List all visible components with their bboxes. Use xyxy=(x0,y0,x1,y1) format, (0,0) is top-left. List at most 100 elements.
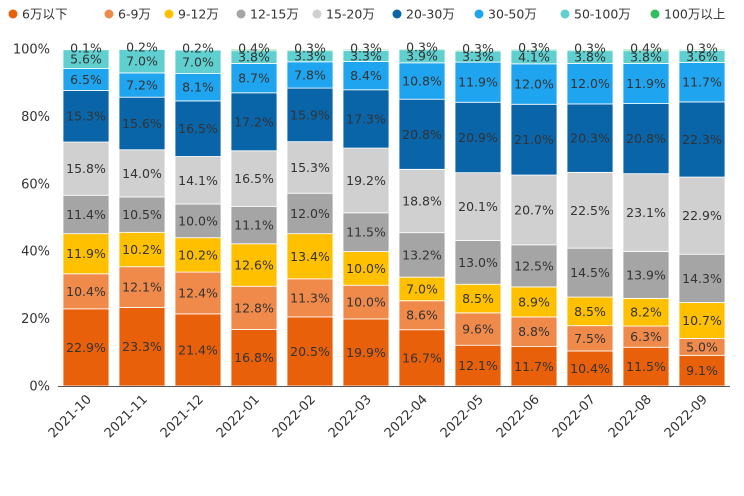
bar-segment-11-5 xyxy=(678,101,726,178)
bar-segment-2-1 xyxy=(174,271,222,315)
bar-segment-11-2 xyxy=(678,302,726,339)
data-label-5-6: 8.4% xyxy=(350,68,382,83)
bar-segment-7-8 xyxy=(454,49,502,52)
x-tick-label-7: 2022-05 xyxy=(438,392,487,441)
data-label-7-2: 8.5% xyxy=(462,291,494,306)
legend-marker-5 xyxy=(392,9,402,19)
y-tick-label-2: 40% xyxy=(21,245,50,260)
x-tick-label-5: 2022-03 xyxy=(326,392,375,441)
bar-segment-1-5 xyxy=(118,96,166,151)
data-label-0-3: 11.4% xyxy=(66,207,106,222)
data-label-9-6: 12.0% xyxy=(570,76,610,91)
legend-label-7: 50-100万 xyxy=(574,7,631,22)
bar-segment-7-6 xyxy=(454,61,502,103)
bar-segment-5-8 xyxy=(342,48,390,51)
data-label-4-4: 15.3% xyxy=(290,160,330,175)
data-label-10-0: 11.5% xyxy=(626,359,666,374)
bar-segment-6-8 xyxy=(398,48,446,51)
bar-segment-11-6 xyxy=(678,62,726,103)
data-label-5-2: 10.0% xyxy=(346,261,386,276)
legend-label-5: 20-30万 xyxy=(406,7,455,22)
data-label-11-4: 22.9% xyxy=(682,208,722,223)
bar-segment-4-8 xyxy=(286,49,334,52)
data-label-8-5: 21.0% xyxy=(514,132,554,147)
bar-segment-7-3 xyxy=(454,240,502,285)
legend-label-6: 30-50万 xyxy=(488,7,537,22)
data-label-11-3: 14.3% xyxy=(682,271,722,286)
legend-label-8: 100万以上 xyxy=(664,7,725,22)
data-label-11-8: 0.3% xyxy=(686,40,718,55)
bar-segment-4-3 xyxy=(286,192,334,235)
data-label-6-1: 8.6% xyxy=(406,308,438,323)
bar-segment-9-2 xyxy=(566,296,614,327)
data-label-0-0: 22.9% xyxy=(66,340,106,355)
data-label-0-8: 0.1% xyxy=(70,40,102,55)
bar-segment-5-5 xyxy=(342,89,390,149)
legend-marker-7 xyxy=(560,9,570,19)
bar-segment-6-3 xyxy=(398,232,446,278)
data-label-7-8: 0.3% xyxy=(462,41,494,56)
y-tick-label-1: 20% xyxy=(21,312,50,327)
data-label-11-5: 22.3% xyxy=(682,132,722,147)
data-label-3-6: 8.7% xyxy=(238,71,270,86)
data-label-2-1: 12.4% xyxy=(178,285,218,300)
bar-segment-3-8 xyxy=(230,48,278,52)
data-label-11-7: 3.6% xyxy=(686,49,718,64)
bar-segment-9-5 xyxy=(566,103,614,173)
data-label-0-1: 10.4% xyxy=(66,284,106,299)
data-label-2-6: 8.1% xyxy=(182,80,214,95)
bar-segment-6-1 xyxy=(398,300,446,331)
data-label-4-1: 11.3% xyxy=(290,290,330,305)
data-label-1-5: 15.6% xyxy=(122,116,162,131)
bar-segment-5-0 xyxy=(342,318,390,387)
bar-segment-2-8 xyxy=(174,48,222,51)
data-label-2-8: 0.2% xyxy=(182,40,214,55)
bar-segment-8-8 xyxy=(510,48,558,51)
data-label-10-7: 3.8% xyxy=(630,50,662,65)
bar-segment-5-6 xyxy=(342,61,390,91)
data-label-11-0: 9.1% xyxy=(686,363,718,378)
data-label-5-4: 19.2% xyxy=(346,173,386,188)
bar-segment-8-5 xyxy=(510,103,558,176)
data-label-6-4: 18.8% xyxy=(402,193,442,208)
data-label-1-8: 0.2% xyxy=(126,40,158,55)
bar-segment-1-4 xyxy=(118,149,166,198)
bar-segment-2-4 xyxy=(174,156,222,205)
data-label-8-6: 12.0% xyxy=(514,77,554,92)
bar-segment-3-4 xyxy=(230,150,278,207)
bar-segment-9-0 xyxy=(566,350,614,387)
data-label-9-8: 0.3% xyxy=(574,41,606,56)
data-label-10-5: 20.8% xyxy=(626,131,666,146)
y-tick-label-0: 0% xyxy=(29,380,50,395)
legend-label-4: 15-20万 xyxy=(326,7,375,22)
data-label-11-6: 11.7% xyxy=(682,75,722,90)
data-label-8-7: 4.1% xyxy=(518,49,550,64)
x-tick-label-9: 2022-07 xyxy=(550,392,599,441)
data-label-8-4: 20.7% xyxy=(514,202,554,217)
data-label-4-6: 7.8% xyxy=(294,67,326,82)
bar-segment-0-3 xyxy=(62,194,110,235)
bar-segment-3-6 xyxy=(230,63,278,94)
data-label-4-0: 20.5% xyxy=(290,344,330,359)
legend-marker-3 xyxy=(236,9,246,19)
data-label-3-7: 3.8% xyxy=(238,50,270,65)
legend-label-2: 9-12万 xyxy=(178,7,219,22)
bar-segment-9-4 xyxy=(566,171,614,249)
data-label-5-5: 17.3% xyxy=(346,111,386,126)
legend-marker-6 xyxy=(474,9,484,19)
bar-segment-4-6 xyxy=(286,61,334,89)
data-label-0-6: 6.5% xyxy=(70,72,102,87)
bar-segment-11-0 xyxy=(678,354,726,387)
data-label-2-0: 21.4% xyxy=(178,342,218,357)
bar-segment-9-3 xyxy=(566,247,614,298)
bar-segment-10-2 xyxy=(622,297,670,327)
data-label-9-5: 20.3% xyxy=(570,131,610,146)
bar-segment-7-2 xyxy=(454,283,502,314)
data-label-3-0: 16.8% xyxy=(234,350,274,365)
bar-segment-8-2 xyxy=(510,286,558,318)
data-label-5-8: 0.3% xyxy=(350,40,382,55)
legend-label-1: 6-9万 xyxy=(118,7,151,22)
data-label-11-1: 5.0% xyxy=(686,339,718,354)
